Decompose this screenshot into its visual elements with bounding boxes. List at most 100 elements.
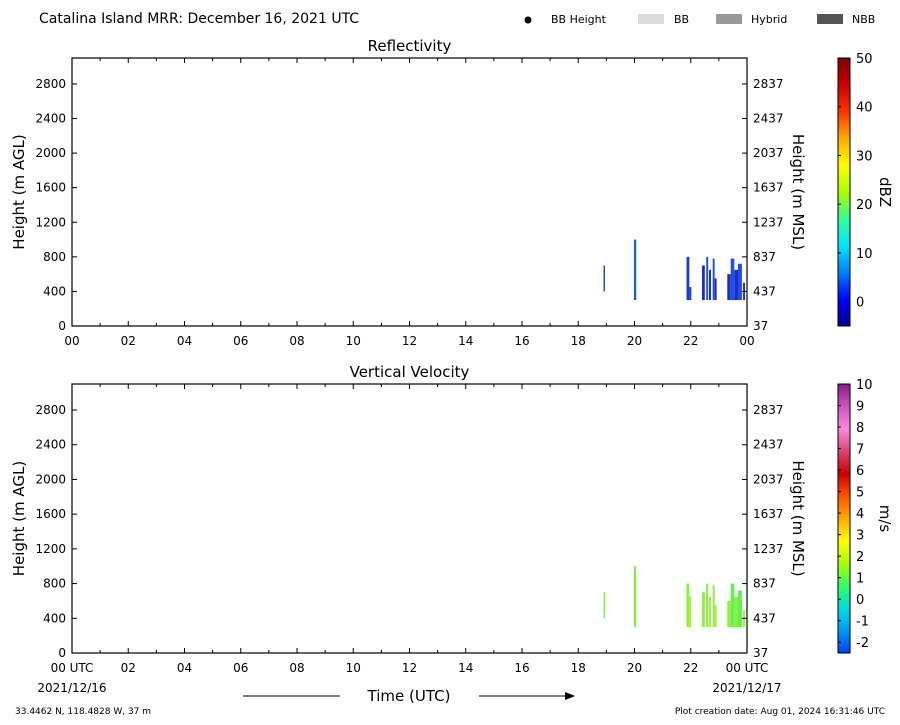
y-tick-label: 400 bbox=[43, 284, 66, 298]
x-tick-label: 22 bbox=[683, 661, 698, 675]
x-tick-label: 14 bbox=[458, 334, 473, 348]
y2-tick-label: 1637 bbox=[753, 181, 784, 195]
echo-column bbox=[730, 258, 735, 301]
x-tick-label: 14 bbox=[458, 661, 473, 675]
y2-tick-label: 1637 bbox=[753, 507, 784, 521]
x-tick-label: 00 UTC bbox=[51, 661, 94, 675]
colorbar-tick-label: 1 bbox=[856, 572, 864, 587]
panel-title: Vertical Velocity bbox=[350, 363, 470, 381]
echo-column bbox=[706, 256, 709, 301]
y2-tick-label: 437 bbox=[753, 611, 776, 625]
plot-frame bbox=[71, 57, 748, 327]
x-tick-label: 00 bbox=[64, 334, 79, 348]
echo-column bbox=[603, 592, 605, 619]
x-tick-label: 10 bbox=[346, 334, 361, 348]
colorbar-tick-label: -1 bbox=[856, 615, 869, 630]
colorbar-tick-label: -2 bbox=[856, 636, 869, 651]
colorbar-label: dBZ bbox=[876, 177, 894, 207]
echo-column bbox=[738, 263, 742, 301]
y-tick-label: 0 bbox=[58, 646, 66, 660]
x-tick-label: 06 bbox=[233, 334, 248, 348]
date-start: 2021/12/16 bbox=[37, 681, 106, 695]
colorbar-tick-label: 3 bbox=[856, 529, 864, 544]
legend-label: BB Height bbox=[551, 13, 607, 26]
y-tick-label: 2000 bbox=[35, 472, 66, 486]
echo-column bbox=[709, 269, 711, 301]
echo-column bbox=[712, 258, 715, 301]
echo-column bbox=[712, 585, 715, 627]
y2-tick-label: 1237 bbox=[753, 215, 784, 229]
echo-column bbox=[734, 596, 738, 627]
y2-tick-label: 2037 bbox=[753, 472, 784, 486]
x-tick-label: 16 bbox=[514, 334, 529, 348]
colorbar-tick-label: 0 bbox=[856, 593, 864, 608]
echo-column bbox=[689, 287, 692, 301]
legend-label: Hybrid bbox=[751, 13, 787, 26]
legend-swatch bbox=[817, 14, 843, 24]
echo-column bbox=[714, 605, 717, 627]
y-tick-label: 2400 bbox=[35, 112, 66, 126]
colorbar-tick-label: 20 bbox=[856, 198, 873, 213]
echo-column bbox=[734, 269, 738, 301]
x-tick-label: 06 bbox=[233, 661, 248, 675]
y-tick-label: 800 bbox=[43, 250, 66, 264]
legend: BB Height BB Hybrid NBB bbox=[524, 13, 875, 26]
legend-swatch bbox=[638, 14, 664, 24]
arrow-head-icon bbox=[565, 692, 575, 700]
x-tick-label: 08 bbox=[289, 661, 304, 675]
echo-column bbox=[738, 590, 742, 627]
y-tick-label: 2800 bbox=[35, 403, 66, 417]
y-tick-label: 2000 bbox=[35, 146, 66, 160]
date-end: 2021/12/17 bbox=[712, 681, 781, 695]
x-tick-label: 00 bbox=[739, 334, 754, 348]
colorbar-tick-label: 2 bbox=[856, 550, 864, 565]
legend-label: BB bbox=[674, 13, 689, 26]
colorbar-tick-label: 0 bbox=[856, 296, 864, 311]
x-tick-label: 22 bbox=[683, 334, 698, 348]
x-tick-label: 00 UTC bbox=[726, 661, 769, 675]
y-tick-label: 800 bbox=[43, 577, 66, 591]
x-tick-label: 02 bbox=[121, 661, 136, 675]
y2-tick-label: 2837 bbox=[753, 403, 784, 417]
y-tick-label: 1600 bbox=[35, 181, 66, 195]
y-tick-label: 1600 bbox=[35, 507, 66, 521]
x-tick-label: 18 bbox=[571, 334, 586, 348]
y-tick-label: 0 bbox=[58, 319, 66, 333]
colorbar-tick-label: 10 bbox=[856, 378, 873, 393]
colorbar-label: m/s bbox=[876, 505, 894, 533]
echo-column bbox=[686, 583, 690, 627]
colorbar-tick-label: 9 bbox=[856, 400, 864, 415]
x-tick-label: 04 bbox=[177, 334, 192, 348]
creation-date-text: Plot creation date: Aug 01, 2024 16:31:4… bbox=[675, 707, 885, 717]
x-tick-label: 08 bbox=[289, 334, 304, 348]
x-tick-label: 02 bbox=[121, 334, 136, 348]
y2-tick-label: 837 bbox=[753, 250, 776, 264]
echo-column bbox=[686, 256, 690, 301]
y-tick-label: 2800 bbox=[35, 77, 66, 91]
y2-tick-label: 2837 bbox=[753, 77, 784, 91]
y2-tick-label: 437 bbox=[753, 284, 776, 298]
panel-title: Reflectivity bbox=[368, 37, 452, 55]
x-tick-label: 12 bbox=[402, 661, 417, 675]
y2-tick-label: 1237 bbox=[753, 542, 784, 556]
y-tick-label: 2400 bbox=[35, 438, 66, 452]
legend-dot-icon bbox=[524, 16, 532, 24]
echo-column bbox=[702, 592, 705, 627]
echo-column bbox=[706, 583, 709, 627]
x-tick-label: 20 bbox=[627, 661, 642, 675]
colorbar bbox=[837, 57, 851, 327]
colorbar-tick-label: 40 bbox=[856, 101, 873, 116]
y2-axis-label: Height (m MSL) bbox=[789, 134, 807, 250]
colorbar-tick-label: 4 bbox=[856, 507, 864, 522]
y2-tick-label: 37 bbox=[753, 646, 768, 660]
legend-label: NBB bbox=[852, 13, 875, 26]
plot-frame bbox=[71, 383, 748, 654]
x-tick-label: 18 bbox=[571, 661, 586, 675]
echo-column bbox=[603, 265, 605, 292]
x-tick-label: 04 bbox=[177, 661, 192, 675]
colorbar-tick-label: 50 bbox=[856, 52, 873, 67]
echo-column bbox=[633, 566, 637, 627]
